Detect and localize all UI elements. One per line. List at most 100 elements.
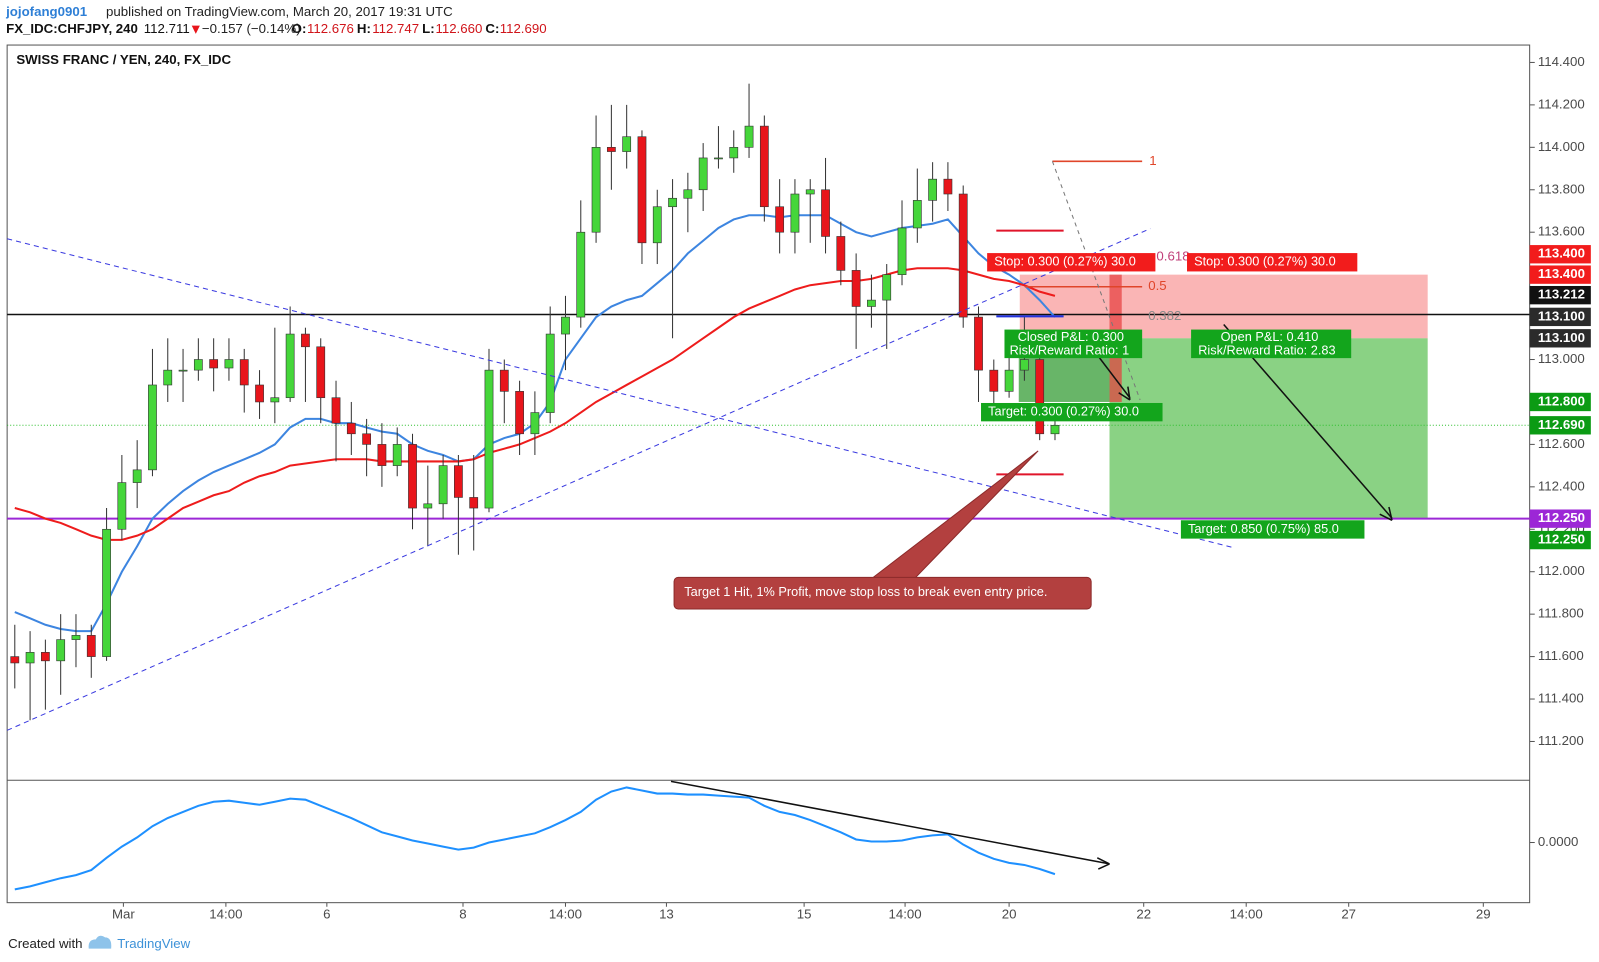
risk-reward: Risk/Reward Ratio: 2.83 <box>1198 342 1335 357</box>
candle-body <box>882 274 892 301</box>
c-label: C: <box>485 21 499 36</box>
candle-body <box>148 384 157 471</box>
candle-body <box>714 157 723 160</box>
change: −0.157 (−0.14%) <box>202 21 301 36</box>
candle-body <box>851 270 861 307</box>
y-tick-label: 0.0000 <box>1538 834 1579 849</box>
y-tick-label: 114.200 <box>1538 96 1585 111</box>
candle-body <box>10 656 20 664</box>
candle-body <box>285 333 295 399</box>
target-box <box>1180 520 1365 539</box>
callout-text: Target 1 Hit, 1% Profit, move stop loss … <box>684 584 1047 599</box>
down-triangle <box>191 25 200 34</box>
candle-body <box>499 369 509 392</box>
candle-body <box>1004 369 1014 392</box>
footer-created: Created with <box>8 936 82 951</box>
price-tag-label: 112.800 <box>1538 393 1585 408</box>
y-tick-label: 114.000 <box>1538 139 1585 154</box>
high-value: 112.747 <box>372 21 419 36</box>
candle-body <box>912 200 922 229</box>
y-tick-label: 112.600 <box>1538 436 1585 451</box>
candle-body <box>897 227 907 275</box>
candle-body <box>316 346 326 399</box>
price-tag <box>1529 265 1591 284</box>
fib-label: 0.618 <box>1156 249 1189 264</box>
candle-body <box>1035 359 1045 435</box>
fib-dash <box>1051 161 1141 401</box>
author[interactable]: jojofang0901 <box>5 4 87 19</box>
fib-label: 1 <box>1149 153 1156 168</box>
candle-body <box>40 652 50 662</box>
candle-body <box>408 444 417 509</box>
price-tag-label: 112.250 <box>1538 510 1585 525</box>
pl-box <box>1004 329 1143 359</box>
x-tick-label: 20 <box>1002 906 1017 921</box>
candle-body <box>255 384 264 403</box>
candle-body <box>790 193 800 233</box>
risk-reward: Risk/Reward Ratio: 1 <box>1010 342 1130 357</box>
y-tick-label: 113.600 <box>1538 224 1585 239</box>
open-value: 112.676 <box>307 21 354 36</box>
x-tick-label: 29 <box>1476 906 1491 921</box>
x-tick-label: 8 <box>459 906 466 921</box>
candle-body <box>561 316 570 335</box>
candle-body <box>377 444 387 466</box>
candle-body <box>270 397 280 403</box>
candle-body <box>836 236 846 271</box>
price-tag-label: 113.400 <box>1538 246 1585 261</box>
x-tick-label: 6 <box>323 906 330 921</box>
candle-body <box>606 147 616 152</box>
candle-body <box>86 635 96 657</box>
candle-body <box>958 193 968 318</box>
x-tick-label: 22 <box>1136 906 1151 921</box>
candle-body <box>698 157 708 191</box>
indicator-trend <box>670 780 1110 865</box>
profit-zone <box>1109 338 1428 519</box>
indicator-line <box>14 786 1056 891</box>
candle-body <box>867 299 876 307</box>
price-tag-label: 113.100 <box>1538 308 1585 323</box>
h-label: H: <box>357 21 371 36</box>
stop-box <box>1187 253 1358 272</box>
candle-body <box>301 333 310 348</box>
price-tag-label: 113.212 <box>1538 287 1585 302</box>
x-tick-label: 14:00 <box>888 906 921 921</box>
candle-body <box>331 397 341 424</box>
logo <box>88 935 112 949</box>
callout-pointer <box>870 450 1039 579</box>
y-tick-label: 111.200 <box>1538 733 1584 748</box>
candle-body <box>805 189 815 195</box>
candle-body <box>530 412 540 435</box>
open-pl: Open P&L: 0.410 <box>1221 329 1319 344</box>
low-value: 112.660 <box>435 21 482 36</box>
candle-body <box>515 391 524 435</box>
symbol: FX_IDC:CHFJPY, 240 <box>6 21 138 36</box>
stop-label: Stop: 0.300 (0.27%) 30.0 <box>994 254 1136 269</box>
candle-body <box>469 497 479 509</box>
callout-box <box>673 576 1092 610</box>
candle-body <box>729 147 739 159</box>
arrow-head <box>1379 506 1393 521</box>
candle-body <box>392 444 402 466</box>
candle-body <box>71 635 81 640</box>
candle-body <box>683 189 693 199</box>
candle-body <box>668 197 677 208</box>
stop-zone <box>1019 274 1428 339</box>
candle-body <box>362 433 372 445</box>
x-tick-label: 14:00 <box>549 906 582 921</box>
closed-pl: Closed P&L: 0.300 <box>1018 329 1124 344</box>
pane-title: SWISS FRANC / YEN, 240, FX_IDC <box>16 52 231 67</box>
candle-body <box>1050 424 1060 435</box>
price-tag <box>1529 307 1591 327</box>
price-tag <box>1529 392 1591 412</box>
candle-body <box>775 206 785 233</box>
price-tag <box>1529 285 1591 305</box>
candle-body <box>622 136 632 152</box>
footer-brand[interactable]: TradingView <box>117 936 190 951</box>
candle-body <box>652 206 662 244</box>
stop-box <box>987 253 1156 272</box>
candle-body <box>1020 359 1029 371</box>
x-tick-label: 27 <box>1341 906 1356 921</box>
last-price: 112.711 <box>144 21 190 36</box>
